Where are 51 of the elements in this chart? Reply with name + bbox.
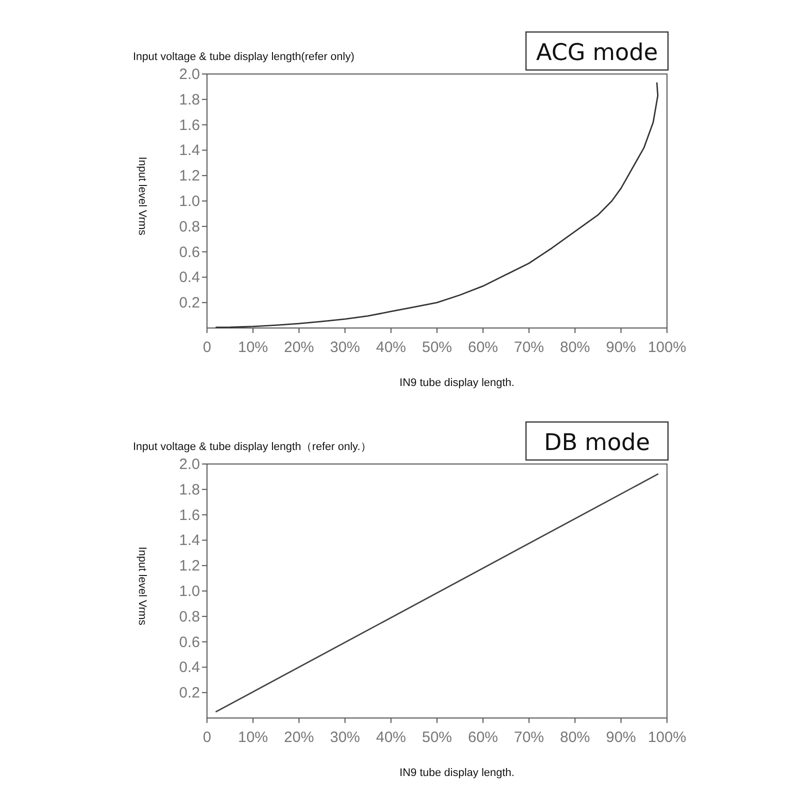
y-tick-label: 1.6 <box>179 116 200 134</box>
y-tick-label: 1.6 <box>179 506 200 524</box>
y-tick-label: 0.2 <box>179 294 200 312</box>
x-axis-title: IN9 tube display length. <box>400 377 514 389</box>
y-tick-label: 1.4 <box>179 532 200 550</box>
x-tick-label: 100% <box>648 729 686 746</box>
y-tick-label: 0.6 <box>179 244 200 261</box>
y-axis-title: Input level Vrms <box>136 546 148 626</box>
x-tick-label: 40% <box>376 339 406 356</box>
y-tick-label: 1.0 <box>179 583 200 600</box>
x-tick-label: 70% <box>514 339 544 356</box>
y-tick-label: 0.2 <box>179 684 200 702</box>
x-tick-label: 90% <box>606 339 636 356</box>
x-tick-label: 90% <box>606 729 636 746</box>
y-tick-label: 1.2 <box>179 168 200 185</box>
y-tick-label: 1.8 <box>179 481 200 498</box>
x-tick-label: 20% <box>284 339 314 356</box>
x-tick-label: 30% <box>330 339 360 356</box>
y-tick-label: 1.8 <box>179 91 200 108</box>
line-series <box>216 82 658 328</box>
x-tick-label: 30% <box>330 729 360 746</box>
x-tick-label: 0 <box>202 729 212 746</box>
x-tick-label: 40% <box>376 729 406 746</box>
y-tick-label: 0.6 <box>179 634 200 651</box>
y-tick-label: 1.4 <box>179 142 200 160</box>
y-axis-title: Input level Vrms <box>136 156 148 236</box>
y-tick-label: 0.4 <box>179 659 200 676</box>
x-tick-label: 60% <box>468 339 498 356</box>
x-tick-label: 10% <box>238 339 268 356</box>
x-tick-label: 80% <box>560 729 590 746</box>
x-tick-label: 50% <box>422 729 452 746</box>
y-tick-label: 1.0 <box>179 193 200 210</box>
x-tick-label: 50% <box>422 339 452 356</box>
x-tick-label: 60% <box>468 729 498 746</box>
text: DB mode <box>544 430 650 456</box>
y-tick-label: 0.4 <box>179 269 200 286</box>
y-tick-label: 2.0 <box>179 456 200 473</box>
y-tick-label: 1.2 <box>179 558 200 575</box>
x-axis-title: IN9 tube display length. <box>400 767 514 779</box>
y-tick-label: 0.8 <box>179 218 200 236</box>
chart-title: Input voltage & tube display length(refer only) <box>133 51 354 63</box>
x-tick-label: 0 <box>202 339 212 356</box>
x-tick-label: 100% <box>648 339 686 356</box>
x-tick-label: 20% <box>284 729 314 746</box>
y-tick-label: 2.0 <box>179 66 200 83</box>
x-tick-label: 70% <box>514 729 544 746</box>
x-tick-label: 80% <box>560 339 590 356</box>
text: ACG mode <box>536 40 658 66</box>
x-tick-label: 10% <box>238 729 268 746</box>
y-tick-label: 0.8 <box>179 608 200 626</box>
chart-title: Input voltage & tube display length（refer only.） <box>133 441 372 453</box>
